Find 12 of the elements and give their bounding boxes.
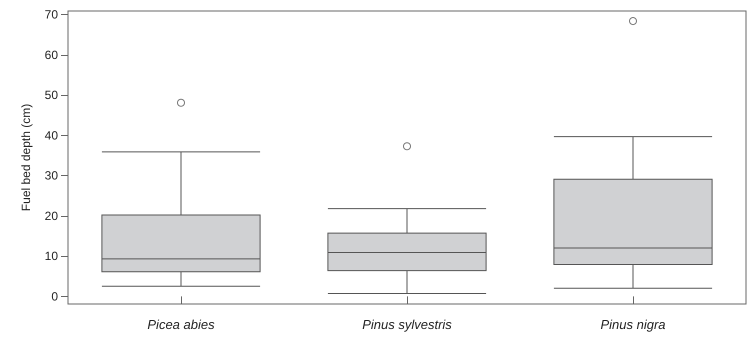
y-tick-label: 20 bbox=[44, 208, 58, 223]
y-tick-label: 50 bbox=[44, 88, 58, 102]
y-tick-label: 60 bbox=[44, 48, 58, 62]
y-tick-label: 30 bbox=[44, 168, 58, 183]
y-tick-label: 70 bbox=[44, 8, 58, 22]
x-tick-label: Pinus nigra bbox=[600, 317, 666, 332]
y-tick-label: 10 bbox=[44, 249, 58, 264]
y-axis-title: Fuel bed depth (cm) bbox=[19, 104, 33, 212]
y-tick-label: 0 bbox=[51, 289, 58, 304]
y-tick-label: 40 bbox=[44, 128, 58, 142]
x-tick-label: Pinus sylvestris bbox=[362, 317, 452, 332]
x-tick-label: Picea abies bbox=[147, 317, 216, 332]
